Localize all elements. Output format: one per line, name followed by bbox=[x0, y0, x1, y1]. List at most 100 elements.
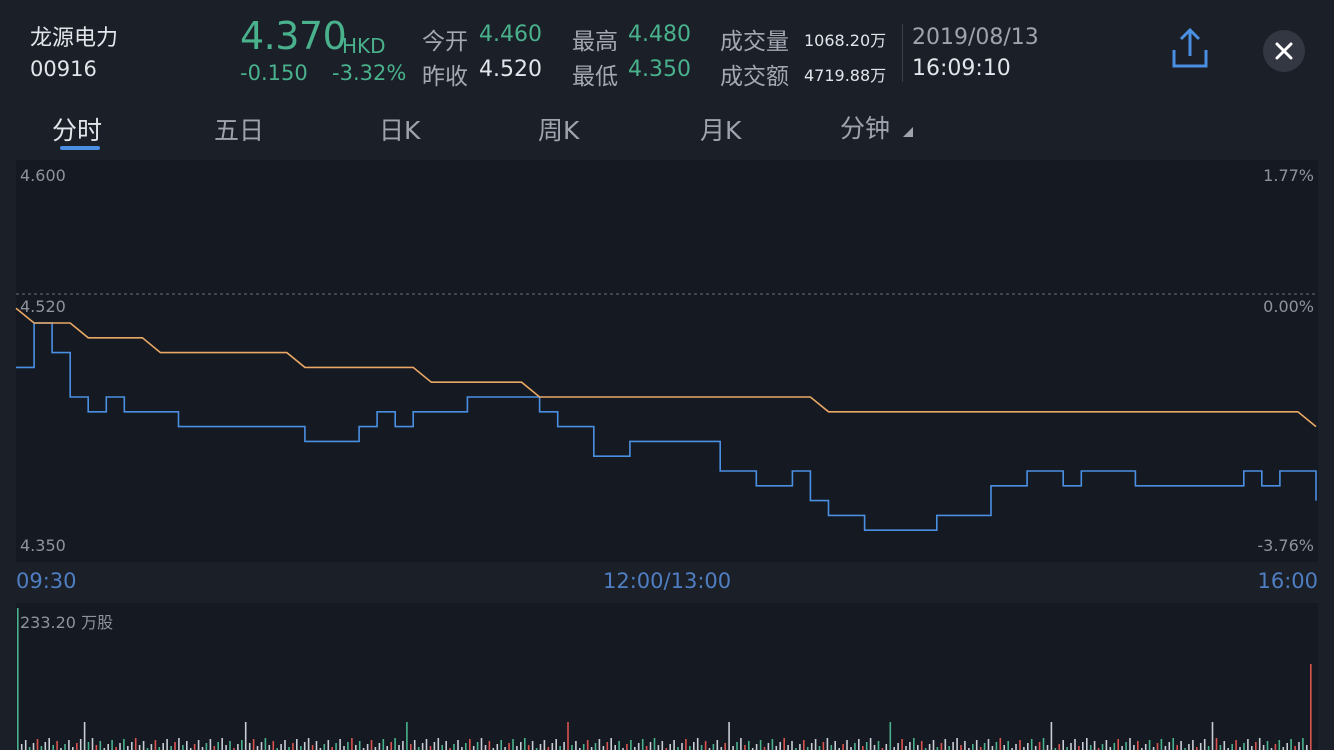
volume-bar bbox=[64, 744, 66, 750]
volume-bar bbox=[244, 722, 247, 750]
volume-bar bbox=[940, 743, 943, 750]
volume-bar bbox=[818, 746, 821, 750]
volume-bar bbox=[1164, 746, 1167, 750]
price-change-pct: -3.32% bbox=[332, 61, 407, 85]
volume-bar bbox=[559, 746, 561, 750]
volume-bar bbox=[665, 748, 668, 750]
volume-bar bbox=[897, 743, 899, 750]
volume-bar bbox=[162, 743, 164, 750]
volume-bar bbox=[673, 740, 675, 750]
volume-bar bbox=[131, 742, 133, 750]
tab-five-day[interactable]: 五日 bbox=[214, 116, 265, 145]
volume-bar bbox=[327, 740, 330, 750]
tab-intraday[interactable]: 分时 bbox=[52, 116, 103, 145]
volume-bar bbox=[366, 744, 369, 750]
volume-bar bbox=[189, 748, 192, 750]
volume-bar bbox=[103, 748, 106, 750]
volume-bar bbox=[803, 740, 805, 750]
volume-bar bbox=[213, 746, 216, 750]
volume-bar bbox=[1007, 741, 1009, 750]
close-button[interactable] bbox=[1263, 30, 1305, 72]
volume-bar bbox=[500, 740, 502, 750]
volume-bar bbox=[60, 748, 62, 750]
volume-bar bbox=[406, 722, 408, 750]
volume-bar bbox=[657, 745, 660, 750]
volume-bar bbox=[834, 741, 836, 750]
volume-bar bbox=[1215, 738, 1218, 750]
volume-bar bbox=[602, 746, 605, 750]
currency: HKD bbox=[342, 34, 386, 58]
volume-bar bbox=[1093, 741, 1096, 750]
volume-bar bbox=[850, 747, 852, 750]
volume-bar bbox=[649, 742, 652, 750]
volume-bar bbox=[382, 739, 385, 750]
volume-bar bbox=[1251, 746, 1253, 750]
quote-date: 2019/08/13 bbox=[912, 25, 1039, 50]
volume-bar bbox=[339, 739, 341, 750]
volume-bar bbox=[292, 743, 294, 750]
volume-bar bbox=[457, 740, 459, 750]
volume-bar bbox=[842, 744, 844, 750]
volume-bar bbox=[264, 738, 267, 750]
volume-bar bbox=[783, 738, 785, 750]
volume-bar bbox=[394, 738, 396, 750]
volume-bar bbox=[610, 738, 612, 750]
open-label: 今开 bbox=[422, 29, 468, 55]
volume-bar bbox=[24, 740, 27, 750]
volume-bar bbox=[1160, 739, 1163, 750]
volume-bar bbox=[862, 746, 864, 750]
volume-bar bbox=[217, 742, 219, 750]
tab-monthly-k[interactable]: 月K bbox=[700, 116, 742, 145]
volume-bar bbox=[771, 739, 774, 750]
amount-value: 4719.88万 bbox=[804, 66, 887, 85]
volume-bar bbox=[79, 739, 82, 750]
volume-bar bbox=[193, 744, 196, 750]
volume-bar bbox=[472, 746, 475, 750]
volume-bar bbox=[484, 745, 487, 750]
tab-minute-label: 分钟 bbox=[840, 114, 891, 143]
volume-bar bbox=[720, 747, 723, 750]
volume-bar bbox=[618, 741, 620, 750]
volume-max-label: 233.20 万股 bbox=[20, 613, 114, 632]
volume-bar bbox=[347, 742, 349, 750]
volume-bar bbox=[17, 608, 19, 750]
high-value: 4.480 bbox=[628, 22, 691, 47]
volume-bar bbox=[44, 742, 47, 750]
volume-bar bbox=[606, 742, 609, 750]
volume-bar bbox=[571, 745, 573, 750]
triangle-icon bbox=[902, 127, 913, 137]
volume-bar bbox=[296, 739, 298, 750]
volume-bar bbox=[1270, 748, 1273, 750]
volume-bar bbox=[1089, 745, 1092, 750]
quote-time: 16:09:10 bbox=[912, 56, 1011, 81]
volume-bar bbox=[20, 744, 23, 750]
volume-bar bbox=[335, 743, 337, 750]
share-button[interactable] bbox=[1168, 26, 1212, 72]
share-icon bbox=[1172, 27, 1208, 68]
volume-bar bbox=[689, 746, 691, 750]
volume-bar bbox=[920, 741, 923, 750]
tab-daily-k[interactable]: 日K bbox=[379, 116, 421, 145]
tab-minute[interactable]: 分钟 bbox=[840, 109, 913, 145]
volume-bar bbox=[551, 743, 554, 750]
volume-bar bbox=[661, 741, 664, 750]
volume-bar bbox=[936, 747, 939, 750]
average-price-line bbox=[15, 307, 1317, 428]
volume-bar bbox=[1042, 738, 1045, 750]
volume-bar bbox=[40, 746, 43, 750]
volume-label: 成交量 bbox=[720, 29, 789, 55]
volume-bar bbox=[846, 740, 848, 750]
volume-bar bbox=[413, 740, 416, 750]
pct-axis-bottom: -3.76% bbox=[1257, 536, 1314, 555]
volume-bar bbox=[865, 742, 868, 750]
volume-bar bbox=[775, 746, 778, 750]
volume-bar bbox=[763, 747, 766, 750]
volume-bar bbox=[1302, 738, 1304, 750]
tab-weekly-k[interactable]: 周K bbox=[538, 116, 580, 145]
volume-bar bbox=[700, 745, 703, 750]
volume-bar bbox=[767, 743, 770, 750]
volume-bar bbox=[1054, 748, 1057, 750]
volume-bar bbox=[1121, 746, 1123, 750]
volume-bar bbox=[881, 748, 884, 750]
volume-bar bbox=[1023, 747, 1025, 750]
